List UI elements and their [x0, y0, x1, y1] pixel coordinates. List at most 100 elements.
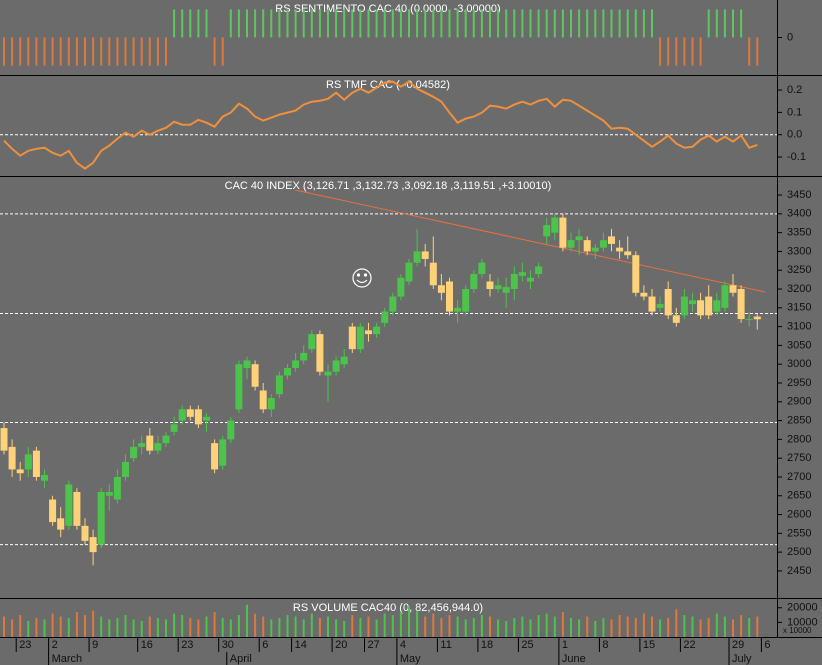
candle-body	[656, 304, 664, 308]
panel-title: RS VOLUME CAC40 (0, 82,456,944.0)	[293, 602, 483, 614]
bar	[513, 618, 516, 637]
y-tick-label: 20000	[787, 602, 818, 614]
bar	[578, 619, 581, 637]
candle-body	[284, 367, 291, 376]
bar	[124, 615, 127, 637]
bar	[432, 9, 435, 38]
bar	[707, 9, 710, 38]
bar	[732, 9, 734, 38]
candle-body	[648, 296, 656, 312]
bar	[748, 618, 751, 637]
candle-body	[510, 273, 518, 290]
y-tick-label: 2800	[787, 433, 811, 445]
y-tick-label: 2900	[787, 396, 811, 408]
bar	[651, 616, 653, 637]
bar	[221, 618, 224, 637]
bar	[278, 9, 281, 38]
bar	[359, 618, 362, 637]
bar	[715, 9, 718, 38]
x-tick-label: 18	[481, 639, 493, 651]
candle-body	[130, 446, 138, 459]
bar	[602, 9, 605, 38]
bar	[723, 9, 726, 38]
bar	[318, 9, 321, 38]
bar	[318, 618, 321, 637]
month-label: April	[230, 653, 252, 665]
bar	[3, 616, 5, 637]
bar	[391, 615, 394, 637]
bar	[140, 37, 143, 66]
bar	[586, 616, 589, 637]
bar	[691, 616, 694, 637]
y-tick-label: 3100	[787, 321, 811, 333]
bar	[197, 619, 200, 637]
bar	[67, 37, 70, 66]
candle-body	[389, 296, 397, 312]
bar	[310, 9, 313, 38]
bar	[699, 37, 702, 66]
bar	[424, 616, 427, 637]
y-tick-label: -0.1	[787, 151, 806, 163]
month-label: July	[732, 653, 752, 665]
bar	[756, 37, 759, 66]
bar	[132, 619, 135, 637]
bar	[642, 9, 645, 38]
candle-body	[154, 443, 162, 451]
y-tick-label: 2950	[787, 377, 811, 389]
candle-body	[324, 371, 332, 376]
candle-body	[583, 240, 591, 252]
candle-body	[146, 435, 154, 451]
candle-body	[429, 262, 437, 286]
y-tick-label: 3300	[787, 245, 811, 257]
bar	[537, 9, 540, 38]
candle-body	[494, 285, 502, 290]
bar	[359, 9, 362, 38]
bar	[594, 620, 597, 637]
bar	[464, 619, 467, 637]
candle-body	[640, 292, 648, 297]
candle-body	[575, 236, 583, 241]
x-tick-label: 2	[52, 639, 58, 651]
bar	[351, 615, 354, 637]
bar	[254, 613, 257, 637]
bar	[561, 9, 564, 38]
y-tick-label: 2500	[787, 546, 811, 558]
bar	[489, 616, 491, 637]
bar	[448, 615, 451, 637]
bar	[35, 37, 38, 66]
bar	[456, 9, 459, 38]
bar	[521, 616, 524, 637]
y-tick-label: 0.1	[787, 106, 802, 118]
bar	[715, 613, 718, 637]
candle-body	[608, 236, 615, 244]
candle-body	[227, 420, 235, 440]
candle-body	[356, 326, 364, 350]
bar	[553, 9, 556, 38]
bar	[237, 615, 240, 637]
candle-body	[381, 311, 389, 323]
candle-body	[527, 277, 534, 282]
bar	[480, 9, 483, 38]
candle-body	[203, 416, 210, 421]
x-tick-label: 22	[683, 639, 695, 651]
month-label: June	[562, 653, 586, 665]
x-tick-label: 9	[92, 639, 98, 651]
bar	[391, 9, 394, 38]
bar	[156, 618, 159, 637]
bar	[707, 618, 710, 637]
bar	[408, 9, 410, 38]
bar	[51, 613, 54, 637]
candle-body	[219, 439, 227, 466]
trend-line	[295, 189, 766, 293]
bar	[683, 615, 686, 637]
candle-body	[567, 240, 575, 248]
bar	[667, 37, 670, 66]
bar	[181, 9, 184, 38]
y-tick-label: 3400	[787, 208, 811, 220]
candle-body	[259, 390, 267, 410]
bar	[108, 619, 111, 637]
y-tick-label: 3050	[787, 339, 811, 351]
candle-body	[745, 319, 753, 321]
candle-body	[672, 315, 680, 323]
bar	[246, 604, 248, 637]
